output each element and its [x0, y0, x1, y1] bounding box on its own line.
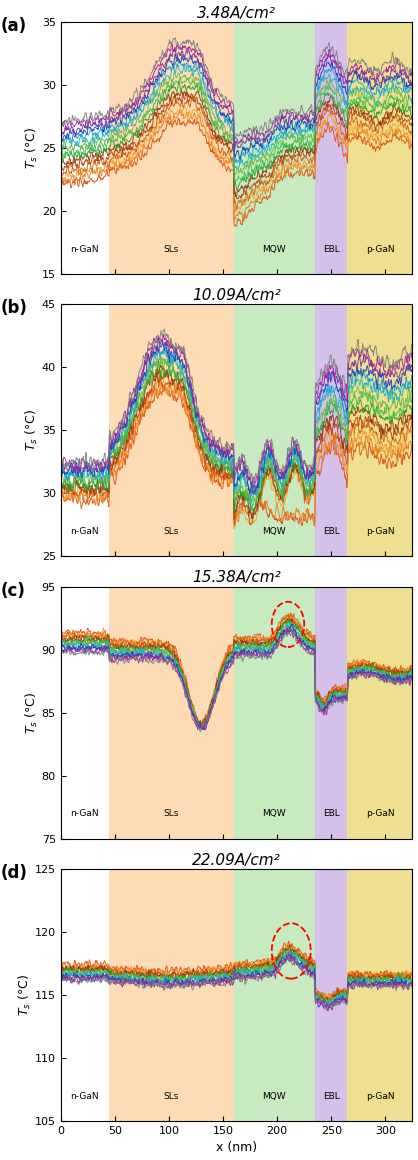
Text: EBL: EBL — [323, 1092, 340, 1101]
Text: EBL: EBL — [323, 810, 340, 819]
Bar — [347, 587, 413, 839]
Text: (a): (a) — [1, 16, 27, 35]
Title: 3.48A/cm²: 3.48A/cm² — [197, 6, 276, 21]
Text: SLs: SLs — [163, 527, 179, 536]
Text: n-GaN: n-GaN — [70, 245, 99, 254]
Title: 15.38A/cm²: 15.38A/cm² — [192, 571, 281, 586]
Bar — [347, 869, 413, 1121]
Bar — [61, 587, 110, 839]
Y-axis label: $T_s$ (°C): $T_s$ (°C) — [24, 126, 40, 169]
Bar — [61, 22, 110, 274]
Y-axis label: $T_s$ (°C): $T_s$ (°C) — [24, 691, 40, 733]
X-axis label: x (nm): x (nm) — [216, 1141, 257, 1154]
Text: p-GaN: p-GaN — [366, 527, 394, 536]
Bar — [347, 304, 413, 556]
Text: (c): (c) — [1, 581, 25, 600]
Text: EBL: EBL — [323, 245, 340, 254]
Bar — [347, 22, 413, 274]
Bar — [315, 587, 347, 839]
Y-axis label: $T_s$ (°C): $T_s$ (°C) — [24, 409, 40, 451]
Title: 10.09A/cm²: 10.09A/cm² — [192, 288, 281, 303]
Text: p-GaN: p-GaN — [366, 810, 394, 819]
Text: (b): (b) — [1, 299, 28, 317]
Text: MQW: MQW — [262, 245, 285, 254]
Bar — [234, 22, 315, 274]
Text: n-GaN: n-GaN — [70, 527, 99, 536]
Text: SLs: SLs — [163, 810, 179, 819]
Bar — [61, 304, 110, 556]
Bar — [315, 304, 347, 556]
Y-axis label: $T_s$ (°C): $T_s$ (°C) — [17, 974, 33, 1016]
Title: 22.09A/cm²: 22.09A/cm² — [192, 853, 281, 868]
Text: p-GaN: p-GaN — [366, 1092, 394, 1101]
Text: n-GaN: n-GaN — [70, 810, 99, 819]
Bar — [234, 304, 315, 556]
Text: EBL: EBL — [323, 527, 340, 536]
Text: MQW: MQW — [262, 1092, 285, 1101]
Bar — [315, 22, 347, 274]
Text: MQW: MQW — [262, 527, 285, 536]
Text: MQW: MQW — [262, 810, 285, 819]
Bar — [110, 304, 234, 556]
Bar — [110, 587, 234, 839]
Text: SLs: SLs — [163, 1092, 179, 1101]
Text: SLs: SLs — [163, 245, 179, 254]
Bar — [315, 869, 347, 1121]
Bar — [110, 22, 234, 274]
Bar — [110, 869, 234, 1121]
Bar — [234, 587, 315, 839]
Bar — [61, 869, 110, 1121]
Text: (d): (d) — [1, 864, 28, 882]
Text: n-GaN: n-GaN — [70, 1092, 99, 1101]
Bar — [234, 869, 315, 1121]
Text: p-GaN: p-GaN — [366, 245, 394, 254]
